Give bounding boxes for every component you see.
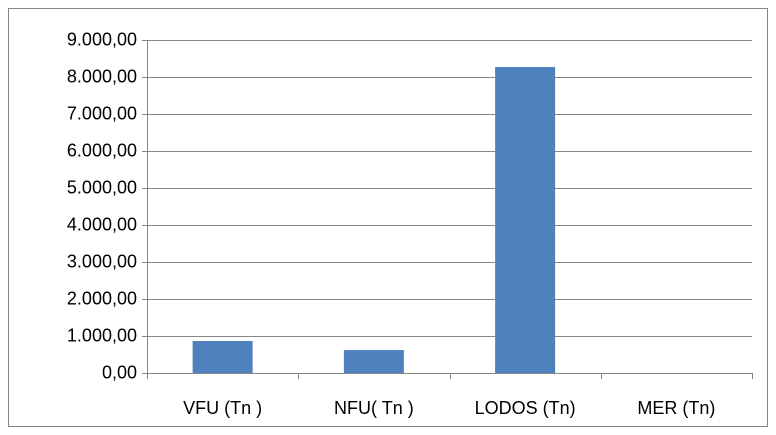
y-tick-label: 5.000,00 bbox=[67, 177, 137, 197]
y-tick-label: 1.000,00 bbox=[67, 325, 137, 345]
y-tick-label: 8.000,00 bbox=[67, 66, 137, 86]
y-tick-label: 3.000,00 bbox=[67, 251, 137, 271]
y-tick-label: 7.000,00 bbox=[67, 103, 137, 123]
x-tick-label: MER (Tn) bbox=[637, 398, 715, 418]
x-tick-label: NFU( Tn ) bbox=[334, 398, 414, 418]
bar bbox=[343, 350, 404, 373]
y-tick-label: 6.000,00 bbox=[67, 140, 137, 160]
bar bbox=[495, 67, 556, 373]
y-tick-label: 9.000,00 bbox=[67, 29, 137, 49]
x-tick-label: LODOS (Tn) bbox=[475, 398, 576, 418]
y-tick-label: 2.000,00 bbox=[67, 288, 137, 308]
x-tick-label: VFU (Tn ) bbox=[183, 398, 262, 418]
y-tick-label: 4.000,00 bbox=[67, 214, 137, 234]
y-tick-label: 0,00 bbox=[102, 362, 137, 382]
bar bbox=[192, 340, 253, 373]
